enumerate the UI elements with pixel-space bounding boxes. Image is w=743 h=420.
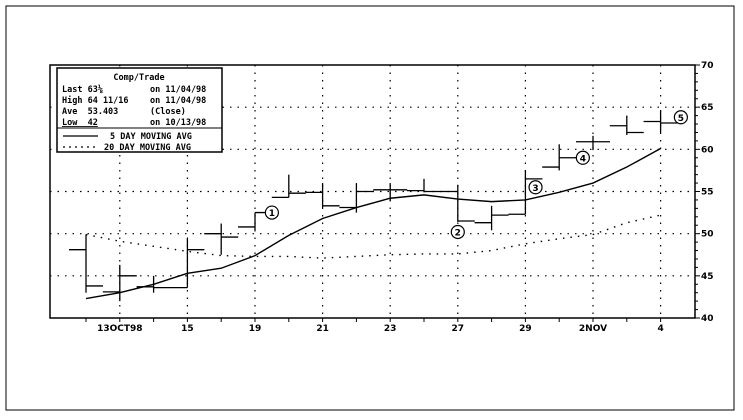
legend-last: Last 63⅛ xyxy=(62,84,103,95)
ohlc-bars xyxy=(69,110,678,302)
annotation-label: 1 xyxy=(269,209,275,219)
ohlc-bar xyxy=(136,275,171,293)
legend-20day: 20 DAY MOVING AVG xyxy=(104,143,191,153)
x-tick-label: 15 xyxy=(181,324,194,334)
x-tick-label: 4 xyxy=(657,324,663,334)
annotation-circle xyxy=(673,110,688,125)
annotation-label: 4 xyxy=(580,154,586,164)
ohlc-bar xyxy=(407,178,441,193)
x-tick-label: 27 xyxy=(452,324,465,334)
annotation-label: 3 xyxy=(532,184,538,194)
legend-5day: 5 DAY MOVING AVG xyxy=(110,132,192,142)
x-tick-label: 23 xyxy=(384,324,397,334)
ohlc-bar xyxy=(373,183,408,201)
ohlc-bar xyxy=(339,183,374,213)
outer-frame xyxy=(5,5,735,411)
ohlc-bar xyxy=(576,135,610,151)
ohlc-bar xyxy=(170,238,205,289)
x-tick-label: 19 xyxy=(249,324,262,334)
annotation-marker: 2 xyxy=(450,224,465,240)
annotation-circle xyxy=(264,205,279,220)
annotation-circle xyxy=(528,180,543,195)
legend-high: High 64 11/16 xyxy=(62,95,129,106)
legend-last-date: on 11/04/98 xyxy=(150,85,206,95)
y-tick-label: 50 xyxy=(701,230,714,240)
ohlc-bar xyxy=(102,264,137,302)
y-tick-label: 40 xyxy=(701,314,714,324)
annotation-circle xyxy=(450,224,465,240)
legend-low-date: on 10/13/98 xyxy=(150,118,206,128)
x-tick-label: 29 xyxy=(519,324,532,334)
legend-high-date: on 11/04/98 xyxy=(150,96,206,106)
x-axis: 13OCT98 15 19 21 23 27 29 2NOV 4 xyxy=(85,318,664,334)
ohlc-bar xyxy=(69,234,103,293)
y-tick-label: 45 xyxy=(701,272,714,282)
ohlc-bar xyxy=(643,110,678,133)
annotation-marker: 1 xyxy=(264,205,279,220)
y-tick-label: 60 xyxy=(701,145,714,155)
y-axis: 40 45 50 55 60 65 70 xyxy=(695,61,714,324)
annotation-label: 2 xyxy=(455,228,461,238)
ohlc-bar xyxy=(204,223,239,255)
annotation-marker: 3 xyxy=(528,180,543,195)
ohlc-bar xyxy=(271,174,306,199)
annotation-marker: 5 xyxy=(673,110,688,125)
ohlc-bar xyxy=(305,183,340,208)
ohlc-bar xyxy=(440,184,475,222)
ohlc-bar xyxy=(609,115,644,135)
ohlc-bar xyxy=(474,205,509,231)
legend-title: Comp/Trade xyxy=(113,73,164,83)
x-tick-label: 13OCT98 xyxy=(97,324,142,334)
moving-averages xyxy=(85,147,661,300)
annotation-label: 5 xyxy=(678,114,684,124)
annotations: 1 2 3 4 5 xyxy=(264,110,688,240)
y-tick-label: 55 xyxy=(701,188,714,198)
legend-ave: Ave 53.403 xyxy=(62,107,118,117)
legend-low: Low 42 xyxy=(62,118,98,128)
annotation-marker: 4 xyxy=(575,150,590,165)
legend-box: Comp/Trade Last 63⅛ on 11/04/98 High 64 … xyxy=(56,67,223,153)
legend-ave-note: (Close) xyxy=(150,107,186,117)
x-tick-label: 21 xyxy=(316,324,329,334)
x-tick-label: 2NOV xyxy=(579,324,607,334)
annotation-circle xyxy=(575,150,590,165)
line-20-day-ma xyxy=(85,214,661,259)
y-tick-label: 65 xyxy=(701,103,714,113)
line-5-day-ma xyxy=(85,147,661,300)
ohlc-bar xyxy=(508,170,543,215)
ohlc-bar xyxy=(542,144,577,171)
y-tick-label: 70 xyxy=(701,61,714,71)
